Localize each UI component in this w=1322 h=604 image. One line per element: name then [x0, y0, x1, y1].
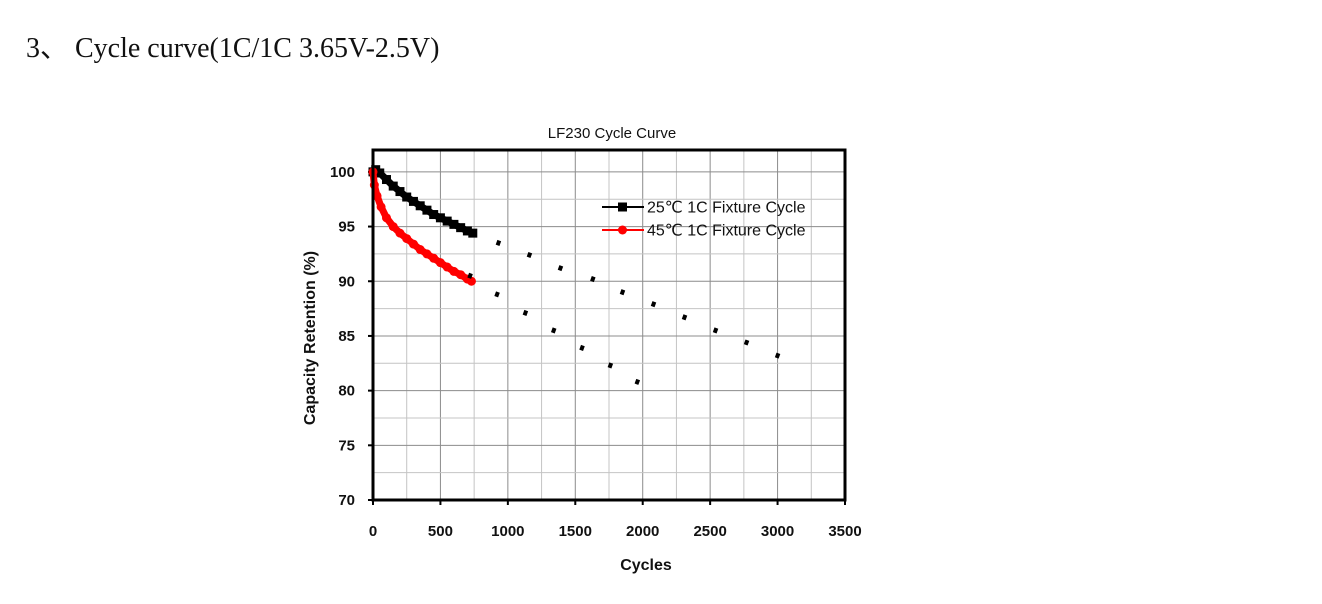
data-point — [467, 272, 473, 279]
data-point — [408, 239, 418, 249]
data-point — [634, 378, 641, 385]
y-tick-label: 90 — [338, 273, 355, 290]
data-point — [590, 276, 596, 283]
data-point — [429, 210, 439, 220]
data-point — [388, 181, 398, 191]
data-point — [442, 216, 452, 226]
data-point — [681, 314, 688, 321]
data-point — [619, 289, 626, 296]
data-point — [402, 234, 412, 244]
y-tick-label: 100 — [330, 164, 355, 181]
legend-label: 25℃ 1C Fixture Cycle — [647, 200, 806, 217]
data-point — [422, 249, 432, 259]
series-layer — [368, 165, 781, 385]
data-point — [449, 219, 459, 229]
data-point — [388, 222, 398, 232]
x-tick-label: 1500 — [559, 523, 592, 540]
legend-marker-square — [618, 202, 627, 212]
data-point — [395, 187, 405, 197]
data-point — [442, 262, 452, 272]
data-point — [462, 226, 472, 236]
data-point — [408, 196, 418, 206]
data-point — [650, 301, 657, 308]
section-heading: 3、 Cycle curve(1C/1C 3.65V-2.5V) — [26, 33, 440, 64]
data-point — [466, 276, 476, 286]
series-3 — [495, 239, 781, 359]
data-point — [372, 191, 382, 201]
data-point — [381, 213, 391, 223]
series-4 — [467, 272, 641, 385]
y-tick-label: 70 — [338, 492, 355, 509]
data-point — [495, 239, 502, 247]
data-point — [468, 228, 478, 238]
data-point — [579, 344, 585, 352]
y-tick-label: 95 — [338, 219, 355, 236]
chart-title: LF230 Cycle Curve — [548, 125, 676, 142]
series-1 — [368, 165, 478, 238]
data-point — [435, 258, 445, 268]
data-point — [435, 213, 445, 223]
data-point — [494, 291, 500, 298]
data-point — [402, 192, 412, 202]
x-tick-label: 0 — [369, 523, 377, 540]
y-tick-label: 80 — [338, 383, 355, 400]
data-point — [526, 251, 533, 259]
data-point — [449, 266, 459, 276]
y-tick-label: 75 — [338, 437, 355, 454]
data-point — [415, 245, 425, 255]
legend-label: 45℃ 1C Fixture Cycle — [647, 223, 806, 240]
data-point — [607, 362, 614, 369]
data-point — [557, 265, 564, 272]
data-point — [381, 175, 391, 185]
x-tick-label: 2500 — [693, 523, 726, 540]
data-point — [456, 270, 466, 280]
x-axis-label: Cycles — [620, 557, 672, 574]
data-point — [774, 352, 781, 359]
data-point — [429, 253, 439, 263]
data-point — [415, 201, 425, 211]
data-point — [712, 327, 719, 334]
legend: 25℃ 1C Fixture Cycle 45℃ 1C Fixture Cycle — [602, 200, 806, 240]
y-axis-label: Capacity Retention (%) — [302, 251, 319, 425]
x-tick-label: 2000 — [626, 523, 659, 540]
data-point — [395, 228, 405, 238]
data-point — [743, 339, 750, 346]
data-point — [456, 223, 466, 233]
y-tick-label: 85 — [338, 328, 355, 345]
data-point — [376, 202, 386, 212]
data-point — [550, 327, 557, 334]
chart-grid — [373, 150, 845, 500]
axis-ticks: 0 500 1000 1500 2000 2500 3000 3500 70 75 80 85 90 95… — [330, 164, 862, 540]
legend-item-1: 25℃ 1C Fixture Cycle — [602, 200, 806, 217]
x-tick-label: 3500 — [828, 523, 861, 540]
legend-item-2: 45℃ 1C Fixture Cycle — [602, 223, 806, 240]
x-tick-label: 3000 — [761, 523, 794, 540]
data-point — [422, 205, 432, 215]
series-2 — [368, 167, 476, 286]
x-tick-label: 1000 — [491, 523, 524, 540]
data-point — [375, 168, 385, 178]
data-point — [522, 309, 529, 317]
plot-frame — [371, 148, 847, 502]
legend-marker-circle — [618, 225, 627, 235]
x-tick-label: 500 — [428, 523, 453, 540]
